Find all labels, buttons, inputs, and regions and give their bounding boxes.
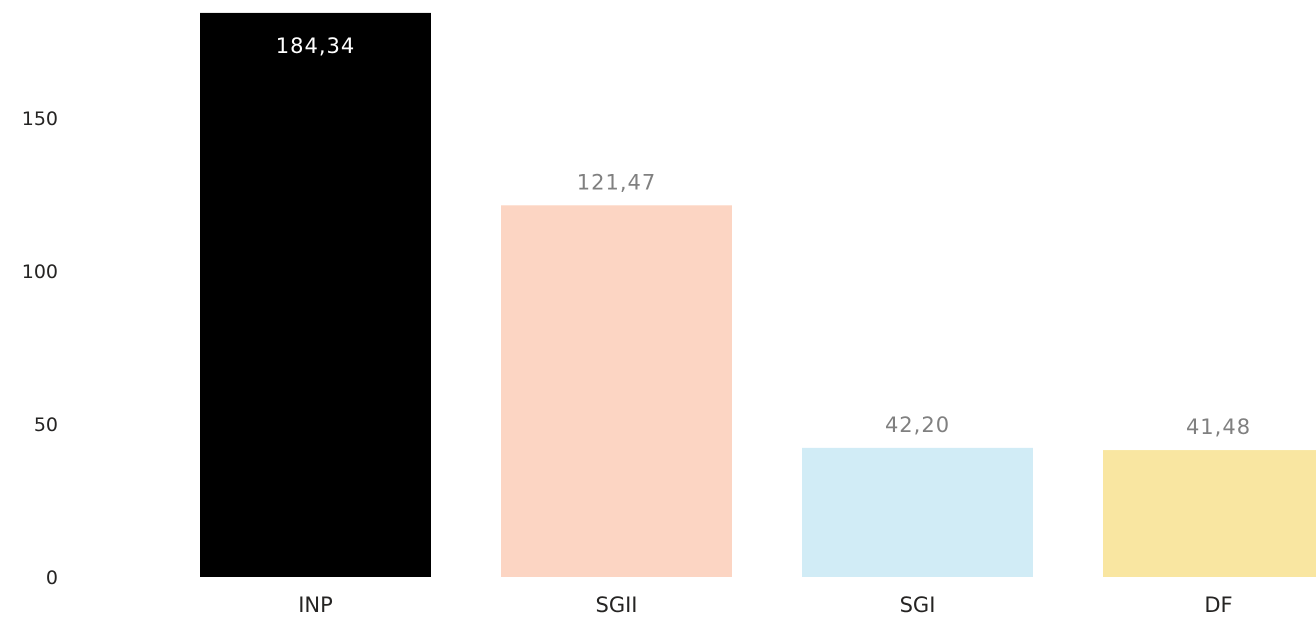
bar-inp: [200, 12, 431, 577]
bar-df: [1103, 450, 1316, 577]
x-tick-label-sgi: SGI: [900, 593, 936, 617]
data-label-sgi: 42,20: [885, 413, 950, 437]
y-tick-label: 0: [46, 567, 58, 589]
data-label-df: 41,48: [1186, 415, 1251, 439]
data-label-inp: 184,34: [276, 34, 355, 58]
x-axis: INP SGII SGI DF: [298, 593, 1232, 617]
x-tick-label-sgii: SGII: [596, 593, 638, 617]
y-tick-label: 150: [22, 108, 58, 130]
data-labels: 184,34 121,47 42,20 41,48: [276, 34, 1251, 439]
data-label-sgii: 121,47: [577, 170, 656, 194]
y-tick-label: 50: [34, 414, 58, 436]
bar-sgii: [501, 205, 732, 577]
y-axis: 0 50 100 150: [22, 108, 58, 589]
x-tick-label-inp: INP: [298, 593, 333, 617]
y-tick-label: 100: [22, 261, 58, 283]
x-tick-label-df: DF: [1204, 593, 1232, 617]
bars: [200, 12, 1316, 577]
bar-sgi: [802, 447, 1033, 577]
